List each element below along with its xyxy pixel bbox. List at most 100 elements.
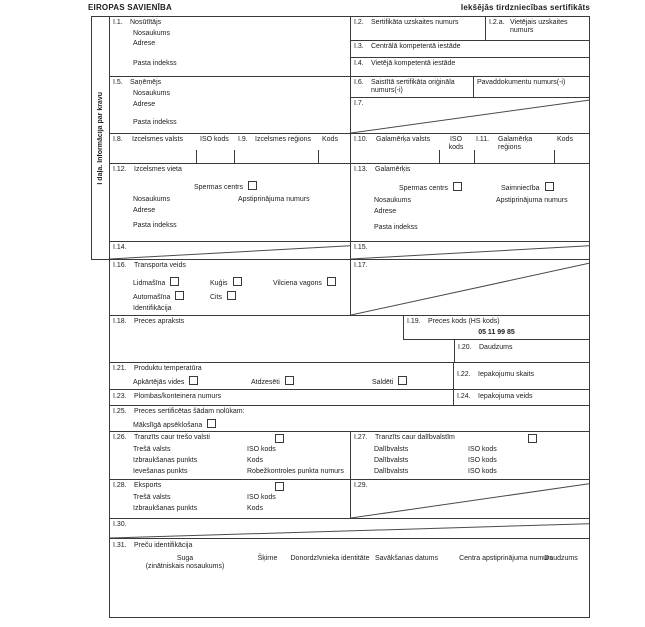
checkbox-railway-wagon[interactable] [326, 277, 336, 286]
i16-label: Transporta veids [134, 262, 186, 269]
i27-iso-code-label: ISO kods [468, 446, 497, 453]
i11-label: Galamērķa reģions [498, 136, 533, 152]
checkbox-other[interactable] [227, 291, 237, 300]
i6-number: I.6. [354, 79, 364, 86]
i5-field-postcode: Pasta indekss [133, 119, 177, 126]
i12-approval-number-label: Apstiprinājuma numurs [238, 196, 310, 203]
i25-label: Preces sertificētas šādam nolūkam: [134, 408, 245, 415]
checkbox-transit-member-states[interactable] [528, 434, 537, 443]
i31-col-centre-approval-number: Centra apstiprinājuma numurs [459, 555, 553, 562]
i25-artificial-insemination-label: Mākslīgā apsēklošana [133, 422, 203, 429]
i21-label: Produktu temperatūra [134, 365, 202, 372]
column-divider [554, 150, 555, 163]
box-i24-type-of-packaging: I.24. Iepakojuma veids [453, 389, 590, 406]
i28-third-country-label: Trešā valsts [133, 494, 171, 501]
checkbox-ambient[interactable] [189, 376, 199, 385]
i22-number: I.22. [457, 371, 471, 378]
column-divider [234, 150, 235, 163]
i25-number: I.25. [113, 408, 127, 415]
i24-label: Iepakojuma veids [478, 393, 533, 400]
column-divider [318, 150, 319, 163]
checkbox-export[interactable] [275, 482, 284, 491]
i18-number: I.18. [113, 318, 127, 325]
checkbox-frozen[interactable] [398, 376, 408, 385]
box-i23-seal-container-number: I.23. Plombas/konteinera numurs [109, 389, 454, 406]
i27-iso-code-label: ISO kods [468, 457, 497, 464]
i9-code-label: Kods [322, 136, 338, 143]
i31-col-quantity: Daudzums [544, 555, 578, 562]
box-i17-crossed: I.17. [350, 259, 590, 316]
checkbox-transit-third-country[interactable] [275, 434, 284, 443]
i1-field-postcode: Pasta indekss [133, 60, 177, 67]
diagonal-line [351, 480, 589, 518]
checkbox-chilled[interactable] [284, 376, 294, 385]
box-i31-identification-of-commodities: I.31. Preču identifikācija Suga (zinātnisk… [109, 538, 590, 618]
i8-iso-label: ISO kods [200, 136, 229, 143]
i16-road-vehicle-label: Automašīna [133, 294, 171, 301]
checkbox-ship[interactable] [232, 277, 242, 286]
column-divider [439, 150, 440, 163]
checkbox-semen-centre-origin[interactable] [248, 181, 258, 190]
i23-label: Plombas/konteinera numurs [134, 393, 222, 400]
i17-number: I.17. [354, 262, 368, 269]
i26-iso-code-label: ISO kods [247, 446, 276, 453]
i13-label: Galamērķis [375, 166, 411, 173]
box-i28-export: I.28. Eksports Trešā valsts ISO kods Izbr… [109, 479, 351, 519]
i14-number: I.14. [113, 244, 127, 251]
i23-number: I.23. [113, 393, 127, 400]
i28-iso-code-label: ISO kods [247, 494, 276, 501]
i16-number: I.16. [113, 262, 127, 269]
i24-number: I.24. [457, 393, 471, 400]
i21-ambient-label: Apkārtējās vides [133, 379, 185, 386]
column-divider [474, 150, 475, 163]
i11-code-label: Kods [557, 136, 573, 143]
checkbox-aeroplane[interactable] [170, 277, 180, 286]
i11-number: I.11. [476, 136, 490, 143]
checkbox-semen-centre-destination[interactable] [453, 182, 463, 191]
i4-label: Vietējā kompetentā iestāde [371, 60, 456, 67]
i1-label: Nosūtītājs [130, 19, 162, 26]
eu-union-title: EIROPAS SAVIENĪBA [88, 3, 173, 12]
i1-field-name: Nosaukums [133, 30, 170, 37]
box-i20-quantity: I.20. Daudzums [454, 339, 590, 363]
i16-other-label: Cits [210, 294, 223, 301]
i10-number: I.10. [354, 136, 368, 143]
diagonal-line [351, 242, 589, 259]
i28-exit-point-label: Izbraukšanas punkts [133, 505, 198, 512]
i30-number: I.30. [113, 521, 127, 528]
i8-number: I.8. [113, 136, 123, 143]
i20-number: I.20. [458, 344, 472, 351]
i13-field-name: Nosaukums [374, 197, 411, 204]
i12-field-name: Nosaukums [133, 196, 170, 203]
i13-field-address: Adrese [374, 208, 397, 215]
box-i25-certified-purpose: I.25. Preces sertificētas šādam nolūkam: … [109, 405, 590, 432]
box-i5-consignee: I.5. Saņēmējs Nosaukums Adrese Pasta inde… [109, 76, 351, 134]
i3-label: Centrālā kompetentā iestāde [371, 43, 461, 50]
i28-number: I.28. [113, 482, 127, 489]
i3-number: I.3. [354, 43, 364, 50]
certificate-title: Iekšējās tirdzniecības sertifikāts [460, 3, 590, 12]
i5-field-address: Adrese [133, 101, 156, 108]
i27-member-state-label: Dalībvalsts [374, 446, 409, 453]
i10-label: Galamērķa valsts [376, 136, 431, 143]
checkbox-artificial-insemination[interactable] [207, 419, 217, 428]
checkbox-road-vehicle[interactable] [175, 291, 185, 300]
i9-label: Izcelsmes reģions [255, 136, 312, 143]
i6-label: Saistītā sertifikāta oriģināla numurs(-i… [371, 79, 455, 95]
hs-code-value: 05 11 99 85 [478, 329, 515, 336]
box-i16-means-of-transport: I.16. Transporta veids Lidmašīna Kuģis Vi… [109, 259, 351, 316]
diagonal-line [351, 98, 589, 133]
box-i30-crossed: I.30. [109, 518, 590, 539]
i31-col-species: Suga (zinātniskais nosaukums) [145, 555, 225, 571]
i16-ship-label: Kuģis [210, 280, 228, 287]
i26-entry-point-label: Ievešanas punkts [133, 468, 188, 475]
i31-col-donor-identity: Donordzīvnieka identitāte [290, 555, 370, 562]
i27-label: Tranzīts caur dalībvalstīm [375, 434, 455, 441]
i19-label: Preces kods (HS kods) [428, 318, 500, 325]
i27-member-state-label: Dalībvalsts [374, 468, 409, 475]
checkbox-holding[interactable] [544, 182, 554, 191]
i2a-label: Vietējais uzskaites numurs [510, 19, 568, 35]
i12-label: Izcelsmes vieta [134, 166, 182, 173]
box-i7-crossed: I.7. [350, 97, 590, 134]
box-i8-origin-country: I.8. Izcelsmes valsts ISO kods I.9. Izce… [109, 133, 351, 164]
